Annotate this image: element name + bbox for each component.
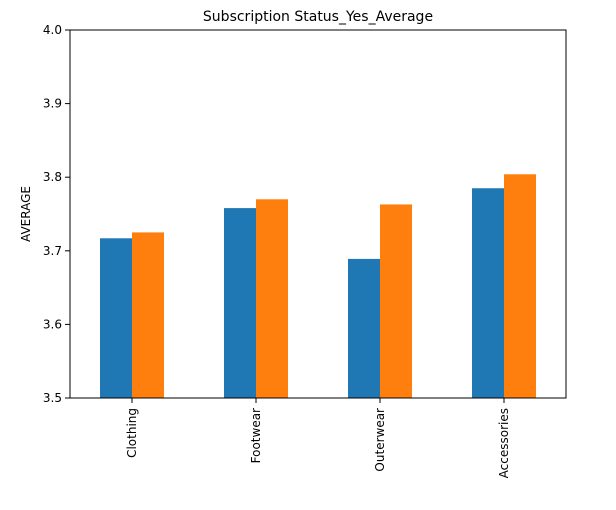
bar-clothing-series-2 <box>132 232 164 398</box>
x-tick-label: Accessories <box>497 408 511 478</box>
y-axis-label: AVERAGE <box>19 186 33 242</box>
bar-clothing-series-1 <box>100 238 132 398</box>
bar-outerwear-series-1 <box>348 258 380 398</box>
bar-outerwear-series-2 <box>380 204 412 398</box>
bar-accessories-series-2 <box>504 174 536 398</box>
bar-footwear-series-1 <box>224 208 256 398</box>
y-tick-label: 3.9 <box>43 97 62 111</box>
x-tick-label: Clothing <box>125 408 139 458</box>
plot-frame <box>69 29 567 399</box>
bar-footwear-series-2 <box>256 199 288 398</box>
y-tick-label: 4.0 <box>43 23 62 37</box>
y-tick-label: 3.7 <box>43 244 62 258</box>
bar-accessories-series-1 <box>472 188 504 398</box>
x-tick-label: Outerwear <box>373 408 387 472</box>
y-tick-label: 3.8 <box>43 170 62 184</box>
y-tick-label: 3.6 <box>43 317 62 331</box>
x-tick-label: Footwear <box>249 408 263 463</box>
chart-title: Subscription Status_Yes_Average <box>203 9 433 25</box>
y-tick-label: 3.5 <box>43 391 62 405</box>
plot-area: 3.5 3.6 3.7 3.8 3.9 4.0 Clothing Footwear Outerw… <box>43 23 536 478</box>
